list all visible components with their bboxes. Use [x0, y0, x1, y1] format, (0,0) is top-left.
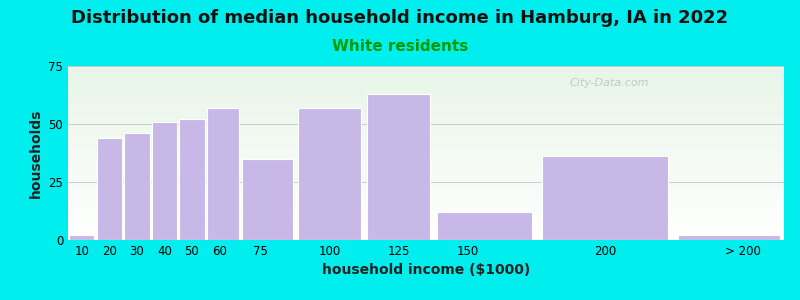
Bar: [179, 119, 205, 240]
Text: City-Data.com: City-Data.com: [570, 78, 649, 88]
Text: White residents: White residents: [332, 39, 468, 54]
Bar: [366, 94, 430, 240]
Bar: [152, 122, 177, 240]
Bar: [298, 108, 362, 240]
Text: Distribution of median household income in Hamburg, IA in 2022: Distribution of median household income …: [71, 9, 729, 27]
Bar: [69, 236, 94, 240]
Bar: [242, 159, 293, 240]
Bar: [678, 236, 779, 240]
Bar: [437, 212, 532, 240]
Bar: [207, 108, 238, 240]
Bar: [97, 138, 122, 240]
X-axis label: household income ($1000): household income ($1000): [322, 263, 530, 278]
Bar: [542, 157, 668, 240]
Bar: [124, 133, 150, 240]
Y-axis label: households: households: [29, 108, 42, 198]
